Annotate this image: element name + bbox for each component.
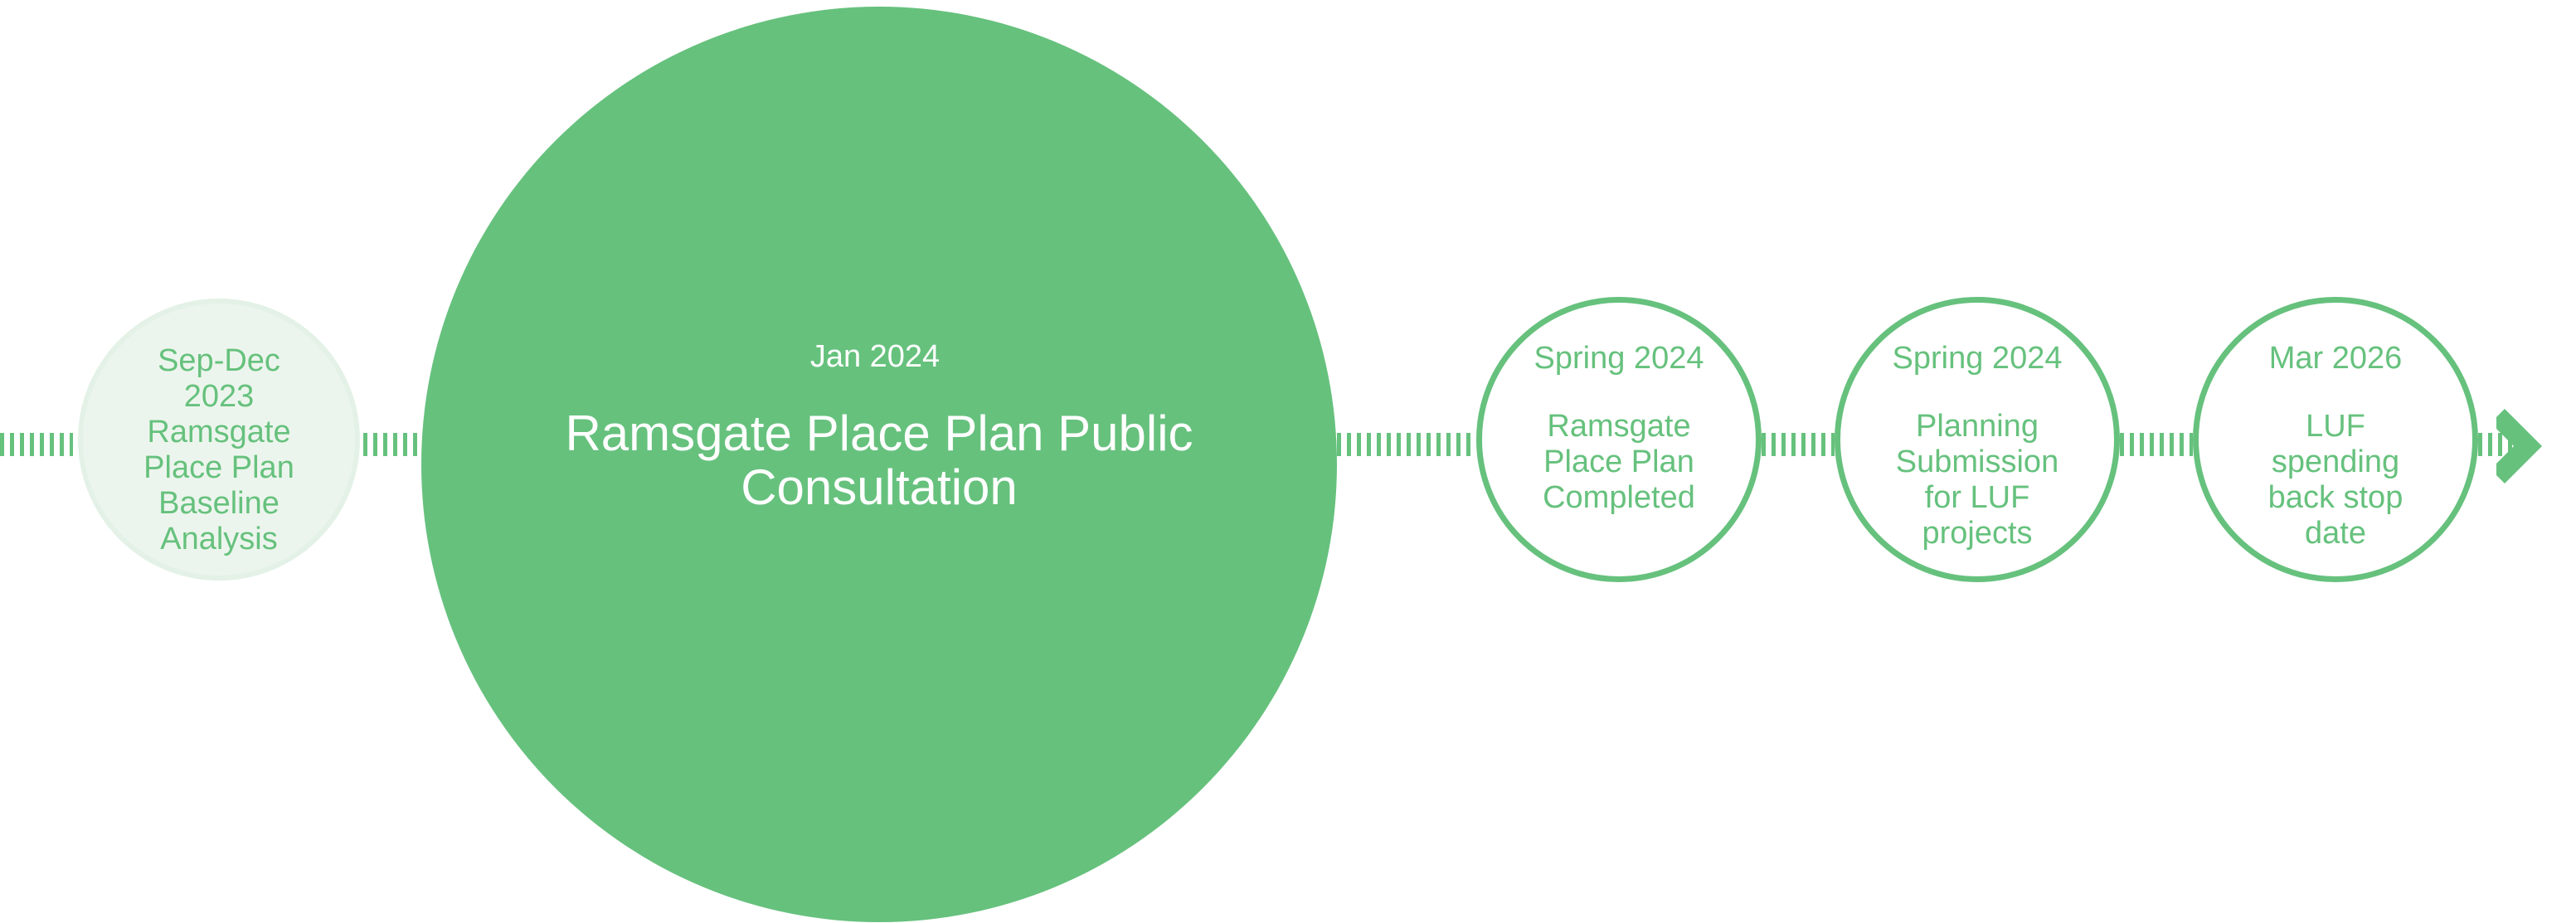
milestone-label: Ramsgate Place Plan Completed (1543, 409, 1695, 515)
milestone-luf-backstop: Mar 2026 LUF spending back stop date (2193, 297, 2478, 582)
milestone-text: Sep-Dec 2023 Ramsgate Place Plan Baselin… (124, 343, 314, 557)
milestone-public-consultation: Jan 2024 Ramsgate Place Plan Public Cons… (421, 7, 1337, 922)
timeline-connector (1337, 433, 1476, 456)
chevron-right-icon-shape (2496, 409, 2542, 483)
milestone-label: Ramsgate Place Plan Public Consultation (565, 406, 1193, 515)
milestone-plan-completed: Spring 2024 Ramsgate Place Plan Complete… (1476, 297, 1762, 582)
milestone-baseline-analysis: Sep-Dec 2023 Ramsgate Place Plan Baselin… (78, 299, 360, 581)
chevron-right-icon (2496, 409, 2542, 483)
timeline-connector (2120, 433, 2193, 456)
timeline-connector (0, 433, 73, 456)
milestone-label: LUF spending back stop date (2267, 409, 2403, 551)
milestone-label: Planning Submission for LUF projects (1895, 409, 2059, 551)
milestone-date: Jan 2024 (809, 339, 940, 374)
timeline-connector (363, 433, 423, 456)
milestone-date: Sep-Dec 2023 (158, 343, 280, 414)
milestone-date: Spring 2024 (1892, 341, 2063, 376)
milestone-planning-submission: Spring 2024 Planning Submission for LUF … (1835, 297, 2120, 582)
timeline-connector (1762, 433, 1835, 456)
milestone-date: Spring 2024 (1533, 341, 1704, 376)
milestone-label: Ramsgate Place Plan Baseline Analysis (143, 415, 294, 556)
milestone-date: Mar 2026 (2268, 341, 2403, 376)
